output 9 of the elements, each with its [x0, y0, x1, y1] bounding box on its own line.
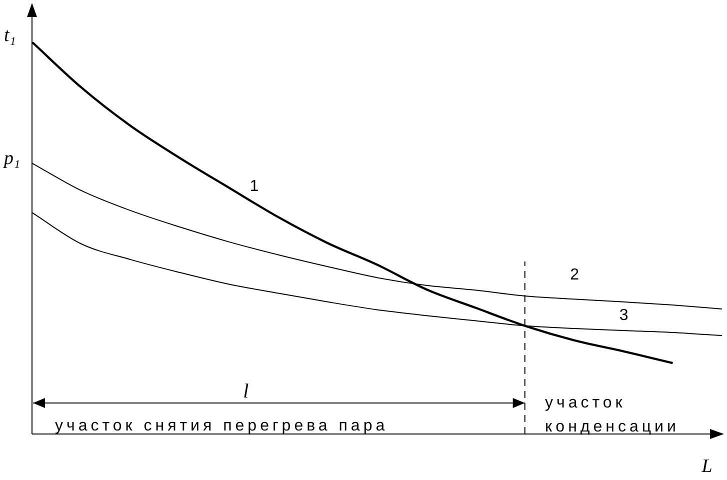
x-axis-title: L: [700, 456, 712, 477]
series-label: 2: [570, 266, 580, 284]
annotation: l: [243, 380, 250, 402]
annotation: участок конденсации: [545, 394, 680, 436]
series-label: 1: [250, 178, 259, 195]
text: t₁: [4, 25, 16, 46]
text: p₁: [2, 148, 20, 169]
annotation: участок снятия перегрева пара: [55, 417, 388, 434]
series-label: 3: [619, 306, 628, 324]
